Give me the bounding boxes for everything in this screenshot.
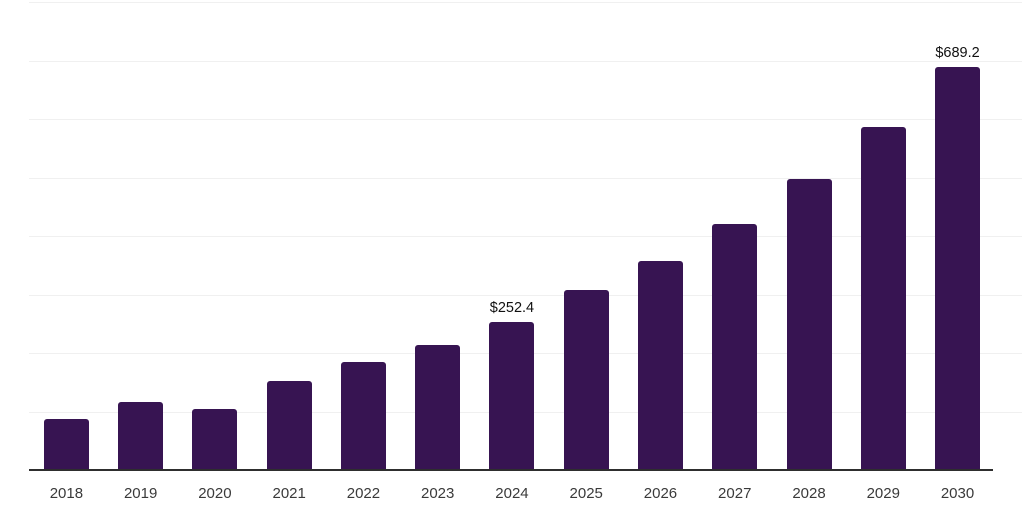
gridline: [29, 119, 1022, 120]
gridline: [29, 294, 1022, 296]
bar-2024: [489, 322, 535, 470]
bar-2020: [192, 409, 238, 470]
x-tick-label-2021: 2021: [272, 485, 306, 502]
gridline: [29, 177, 1022, 179]
bar-2029: [860, 127, 906, 470]
x-tick-label-2018: 2018: [49, 485, 84, 502]
bar-2027: [712, 224, 758, 470]
bar-2021: [266, 381, 312, 470]
data-label-2024: $252.4: [489, 300, 535, 317]
x-tick-label-2022: 2022: [346, 485, 381, 502]
bar-2028: [786, 179, 832, 470]
bar-2026: [637, 260, 683, 470]
bar-2018: [43, 419, 89, 470]
x-axis-line: [29, 469, 993, 471]
data-label-2030: $689.2: [935, 44, 980, 61]
x-tick-label-2024: 2024: [495, 485, 529, 502]
bar-2019: [118, 402, 164, 470]
x-tick-label-2025: 2025: [569, 485, 603, 502]
x-tick-label-2026: 2026: [643, 485, 678, 502]
x-tick-label-2019: 2019: [123, 485, 158, 502]
bar-2022: [340, 362, 386, 470]
bar-2030: [935, 66, 981, 470]
x-tick-label-2028: 2028: [792, 485, 826, 502]
x-tick-label-2027: 2027: [718, 485, 752, 502]
x-tick-label-2029: 2029: [866, 485, 900, 502]
gridline: [29, 60, 1022, 62]
gridline: [29, 2, 1022, 3]
x-tick-label-2023: 2023: [421, 485, 455, 502]
bar-2025: [563, 290, 609, 470]
bar-2023: [415, 344, 461, 470]
x-tick-label-2020: 2020: [198, 485, 232, 502]
gridline: [29, 236, 1022, 237]
x-tick-label-2030: 2030: [940, 485, 975, 502]
